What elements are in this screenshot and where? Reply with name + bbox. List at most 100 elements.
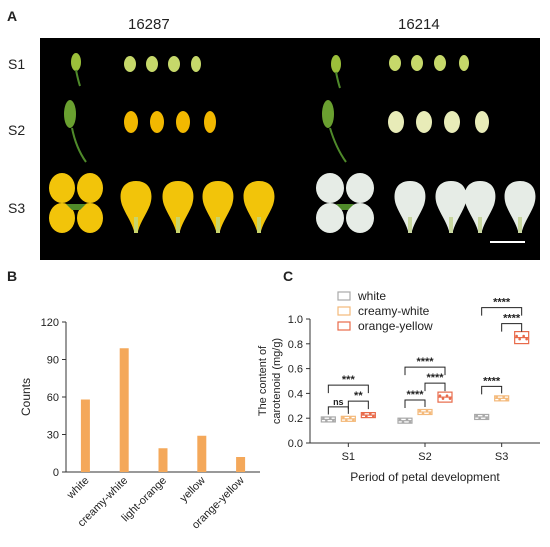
s2-petals-left xyxy=(124,111,216,133)
point-creamy-white-S2 xyxy=(418,409,422,412)
y-tick-label: 90 xyxy=(47,355,59,367)
point-creamy-white-S1 xyxy=(352,419,355,422)
y-tick-label: 120 xyxy=(41,317,59,329)
s3-flower-left xyxy=(49,173,103,233)
s1-bud-left xyxy=(71,53,81,87)
significance-label: **** xyxy=(406,389,424,401)
legend-label: orange-yellow xyxy=(358,319,433,333)
significance-bracket xyxy=(424,382,446,392)
point-orange-yellow-S1 xyxy=(362,412,365,415)
point-white-S2 xyxy=(405,417,409,421)
y-tick-label: 0.6 xyxy=(288,364,303,376)
legend-swatch xyxy=(337,306,351,316)
panel-c-letter: C xyxy=(283,268,294,284)
y-tick-label: 0.4 xyxy=(288,388,303,400)
bar-light-orange xyxy=(158,448,168,472)
point-orange-yellow-S3 xyxy=(515,334,518,338)
y-tick-label: 0 xyxy=(53,467,59,479)
significance-label: **** xyxy=(503,313,521,325)
y-tick-label: 0.2 xyxy=(288,413,303,425)
bar-orange-yellow xyxy=(236,457,246,472)
significance-bracket xyxy=(347,400,369,410)
counts-bar-chart: 0306090120Countswhitecreamy-whitelight-o… xyxy=(19,317,260,532)
x-tick-label: white xyxy=(64,475,91,502)
point-orange-yellow-S3 xyxy=(518,337,521,341)
y-tick-label: 0.0 xyxy=(288,438,303,450)
legend-swatch xyxy=(337,321,351,331)
point-creamy-white-S2 xyxy=(425,409,429,412)
point-orange-yellow-S3 xyxy=(522,334,525,338)
petal-photograph-drawing xyxy=(49,53,536,243)
y-axis-title-line2: carotenoid (mg/g) xyxy=(271,338,283,424)
legend-swatch xyxy=(337,291,351,301)
significance-bracket xyxy=(501,323,523,332)
x-tick-label: S3 xyxy=(495,451,508,463)
significance-bracket xyxy=(481,307,523,316)
point-white-S2 xyxy=(398,417,402,421)
significance-label: **** xyxy=(483,375,501,387)
stage-label-s1: S1 xyxy=(8,56,26,72)
bar-white xyxy=(80,399,90,472)
s2-bud-right xyxy=(322,100,347,163)
significance-label: **** xyxy=(426,372,444,384)
point-white-S3 xyxy=(485,417,488,420)
y-tick-label: 0.8 xyxy=(288,339,303,351)
point-white-S3 xyxy=(478,417,481,420)
significance-bracket xyxy=(481,385,503,395)
stage-label-s3: S3 xyxy=(8,200,26,216)
y-axis-title-line1: The content of xyxy=(257,345,269,416)
x-tick-label: yellow xyxy=(178,475,208,505)
y-tick-label: 1.0 xyxy=(288,314,303,326)
s3-petals-left xyxy=(120,181,275,233)
bar-yellow xyxy=(197,435,207,472)
stage-label-s2: S2 xyxy=(8,122,26,138)
petal-photograph xyxy=(40,38,540,260)
significance-label: **** xyxy=(416,356,434,368)
s2-petals-right xyxy=(388,111,489,133)
carotenoid-box-chart: 0.0 0.2 0.4 0.6 0.8 1.0 The content of caroteno… xyxy=(257,289,540,484)
point-white-S2 xyxy=(408,420,412,424)
y-tick-label: 60 xyxy=(47,392,59,404)
point-orange-yellow-S2 xyxy=(445,394,449,397)
point-orange-yellow-S2 xyxy=(448,397,452,400)
point-creamy-white-S1 xyxy=(342,416,345,419)
s1-petals-left xyxy=(124,56,201,72)
x-tick-label: S2 xyxy=(418,451,431,463)
point-orange-yellow-S1 xyxy=(372,415,375,418)
y-tick-label: 30 xyxy=(47,430,59,442)
significance-bracket xyxy=(327,406,349,415)
genotype-label-left: 16287 xyxy=(128,16,170,33)
point-creamy-white-S3 xyxy=(498,398,501,402)
point-creamy-white-S3 xyxy=(505,398,508,402)
significance-label: *** xyxy=(342,374,356,386)
point-white-S1 xyxy=(329,416,332,420)
panel-a-letter: A xyxy=(7,8,18,24)
legend-label: creamy-white xyxy=(358,304,430,318)
significance-bracket xyxy=(404,399,426,408)
point-creamy-white-S2 xyxy=(428,412,432,415)
point-white-S3 xyxy=(475,414,478,417)
s2-bud-left xyxy=(64,100,87,163)
genotype-label-right: 16214 xyxy=(398,16,440,33)
point-white-S1 xyxy=(325,419,328,423)
significance-bracket xyxy=(327,384,369,394)
point-creamy-white-S3 xyxy=(495,395,498,399)
point-orange-yellow-S3 xyxy=(525,337,528,341)
x-axis-title: Period of petal development xyxy=(350,470,500,484)
s3-petals-right xyxy=(394,181,536,233)
panel-b-letter: B xyxy=(7,268,18,284)
significance-label: **** xyxy=(493,297,511,309)
significance-label: ns xyxy=(333,397,344,407)
point-orange-yellow-S1 xyxy=(365,415,368,418)
point-white-S1 xyxy=(332,419,335,423)
s3-flower-right xyxy=(316,173,374,233)
point-orange-yellow-S2 xyxy=(441,397,445,400)
legend-label: white xyxy=(357,289,386,303)
point-white-S1 xyxy=(322,416,325,420)
bar-creamy-white xyxy=(119,348,129,472)
point-white-S3 xyxy=(482,414,485,417)
point-creamy-white-S3 xyxy=(502,395,505,399)
s1-petals-right xyxy=(389,55,469,71)
significance-label: ** xyxy=(354,390,363,402)
point-creamy-white-S1 xyxy=(345,419,348,422)
